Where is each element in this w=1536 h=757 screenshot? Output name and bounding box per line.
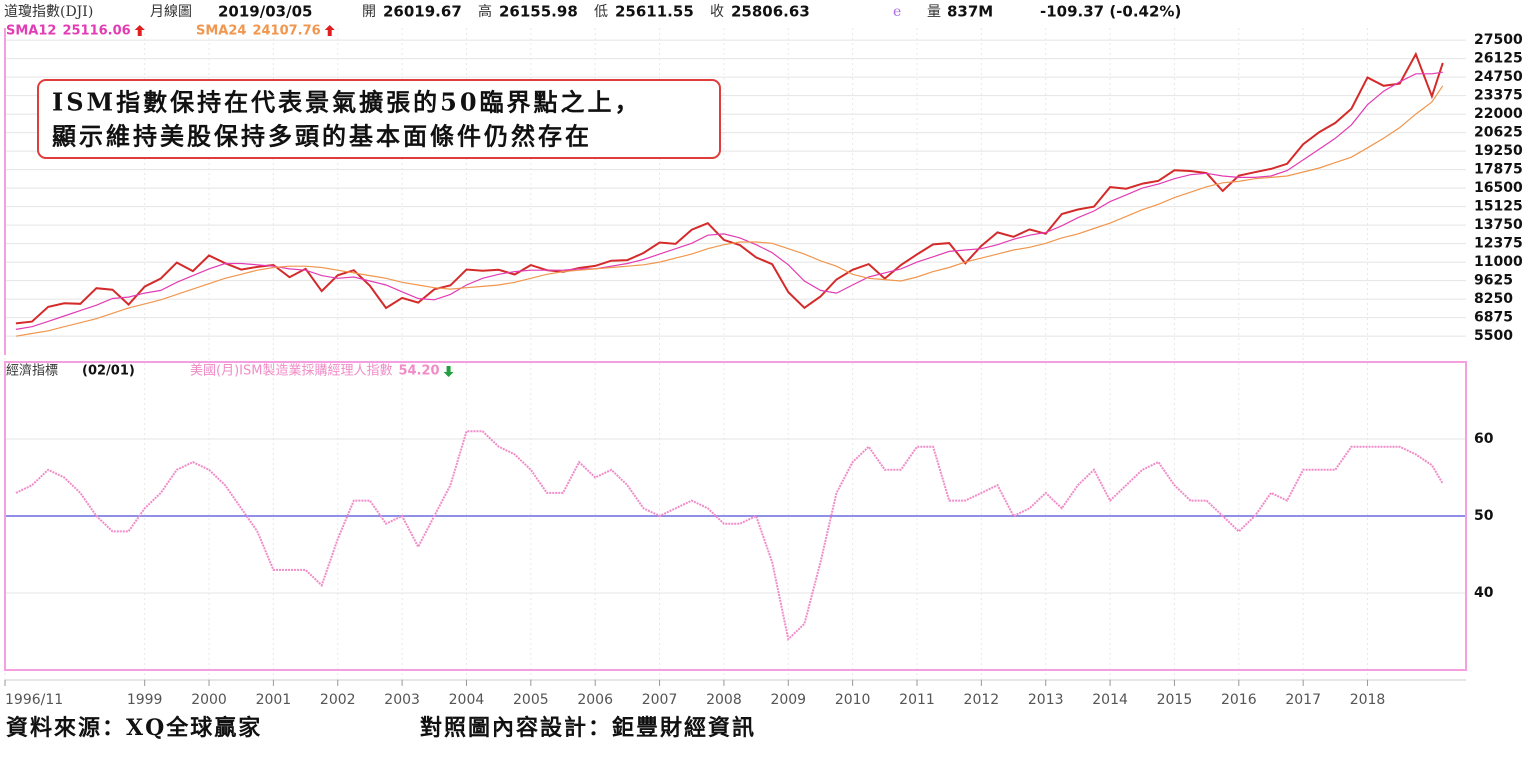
y-tick-label: 11000	[1474, 254, 1523, 270]
x-tick-label: 2003	[384, 692, 420, 708]
legend-name: 美國(月)ISM製造業採購經理人指數	[190, 363, 392, 379]
y-tick-label: 26125	[1474, 51, 1523, 67]
y-tick-label: 60	[1474, 431, 1494, 447]
annotation-box	[37, 79, 721, 159]
date: 2019/03/05	[218, 3, 312, 21]
close-label: 收	[710, 4, 724, 20]
x-tick-label: 2015	[1157, 692, 1193, 708]
x-tick-label: 2006	[577, 692, 613, 708]
arrow-icon	[324, 25, 335, 36]
y-tick-label: 9625	[1474, 273, 1513, 289]
change: -109.37 (-0.42%)	[1040, 3, 1181, 21]
legend-value: 54.20	[398, 364, 439, 379]
y-tick-label: 22000	[1474, 106, 1523, 122]
x-tick-label: 2017	[1285, 692, 1321, 708]
y-tick-label: 5500	[1474, 328, 1513, 344]
y-tick-label: 15125	[1474, 199, 1523, 215]
x-tick-label: 2004	[449, 692, 485, 708]
x-tick-label: 2009	[770, 692, 806, 708]
y-tick-label: 27500	[1474, 32, 1523, 48]
series-line	[15, 71, 1443, 330]
low: 25611.55	[615, 3, 694, 21]
annotation-line: 顯示維持美股保持多頭的基本面條件仍然存在	[52, 122, 592, 151]
flag: e	[893, 4, 901, 20]
x-tick-label: 2018	[1350, 692, 1386, 708]
open: 26019.67	[383, 3, 462, 21]
indicator-title: 經濟指標	[6, 363, 58, 379]
open-label: 開	[362, 4, 376, 20]
y-tick-label: 40	[1474, 585, 1494, 601]
legend-name: SMA12	[6, 24, 56, 39]
x-tick-label: 2010	[835, 692, 871, 708]
indicator-frame	[4, 361, 1467, 671]
high-label: 高	[478, 3, 492, 20]
x-tick-label: 2001	[256, 692, 292, 708]
y-tick-label: 12375	[1474, 236, 1523, 252]
x-tick-label: 2005	[513, 692, 549, 708]
legend-value: 24107.76	[252, 24, 320, 39]
y-tick-label: 17875	[1474, 162, 1523, 178]
high: 26155.98	[499, 3, 578, 21]
x-tick-label: 2007	[642, 692, 678, 708]
y-tick-label: 13750	[1474, 217, 1523, 233]
legend-value: 25116.06	[62, 24, 130, 39]
arrow-icon	[134, 25, 145, 36]
x-tick-label: 2011	[899, 692, 935, 708]
x-tick-label: 2013	[1028, 692, 1064, 708]
series-line	[15, 51, 1444, 325]
x-tick-label: 2008	[706, 692, 742, 708]
arrow-icon	[443, 366, 454, 377]
series-line	[15, 430, 1444, 642]
y-tick-label: 8250	[1474, 291, 1513, 307]
x-tick-label: 2014	[1092, 692, 1128, 708]
x-tick-label: 2002	[320, 692, 356, 708]
y-tick-label: 20625	[1474, 125, 1523, 141]
source: 資料來源：XQ全球贏家	[6, 715, 262, 741]
y-tick-label: 19250	[1474, 143, 1523, 159]
series-line	[15, 85, 1444, 337]
low-label: 低	[594, 4, 608, 20]
volume-label: 量	[927, 4, 941, 20]
volume: 837M	[947, 3, 993, 21]
x-tick-label: 2000	[191, 692, 227, 708]
indicator-subtitle: (02/01)	[82, 364, 135, 379]
y-tick-label: 23375	[1474, 88, 1523, 104]
grid	[4, 28, 1466, 680]
y-tick-label: 50	[1474, 508, 1494, 524]
marks	[5, 51, 1466, 642]
credit: 對照圖內容設計：鉅豐財經資訊	[420, 715, 756, 741]
index-name: 道瓊指數(DJI)	[4, 4, 93, 20]
x-tick-label: 1996/11	[5, 692, 63, 708]
y-tick-label: 6875	[1474, 310, 1513, 326]
x-tick-label: 2016	[1221, 692, 1257, 708]
y-tick-label: 16500	[1474, 180, 1523, 196]
period: 月線圖	[150, 4, 192, 20]
annotation-line: ISM指數保持在代表景氣擴張的50臨界點之上，	[52, 88, 642, 117]
close: 25806.63	[731, 3, 810, 21]
legend-name: SMA24	[196, 24, 246, 39]
x-tick-label: 1999	[127, 692, 163, 708]
x-tick-label: 2012	[964, 692, 1000, 708]
y-tick-label: 24750	[1474, 69, 1523, 85]
